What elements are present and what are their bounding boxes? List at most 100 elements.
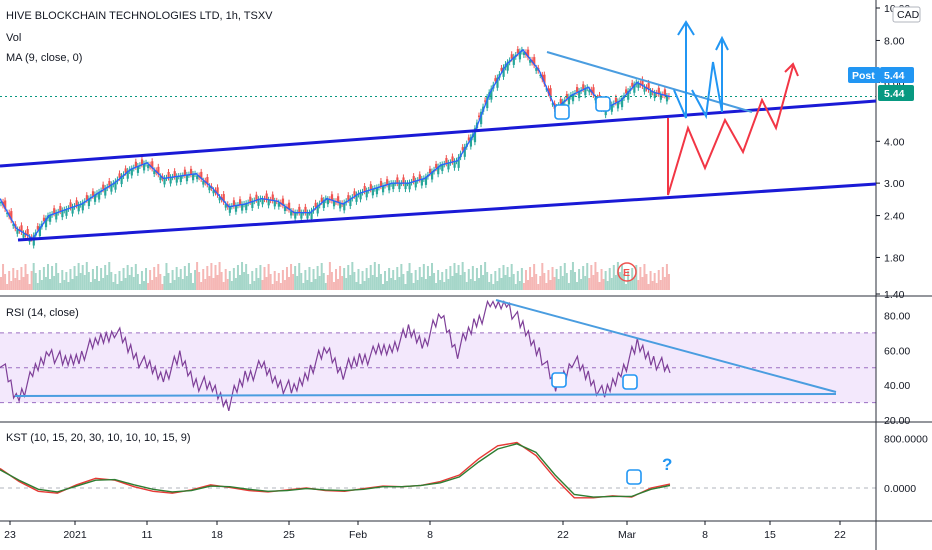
volume-bar (281, 270, 284, 290)
currency-badge[interactable] (892, 6, 921, 23)
volume-bar (388, 268, 391, 290)
candle (228, 206, 231, 213)
candle (578, 91, 581, 99)
volume-bar (337, 279, 340, 290)
candle (418, 174, 421, 180)
volume-bar (428, 276, 431, 290)
candle (208, 186, 211, 191)
candle (81, 202, 84, 211)
volume-bar (369, 265, 372, 290)
volume-bar (447, 279, 450, 290)
y-tick-label: 3.00 (884, 178, 905, 190)
volume-bar (518, 281, 521, 290)
volume-bar (177, 277, 180, 290)
candle (159, 176, 162, 181)
candle (653, 92, 656, 99)
volume-bar (145, 268, 148, 290)
candle (326, 199, 330, 205)
volume-bar (559, 266, 562, 290)
volume-bar (112, 282, 115, 290)
volume-bar (563, 263, 566, 290)
x-tick-label: 15 (764, 529, 776, 541)
volume-bar (71, 279, 74, 290)
candle (620, 97, 624, 108)
volume-bar (441, 272, 444, 290)
volume-bar (635, 265, 638, 290)
volume-bar (665, 264, 668, 290)
candle (310, 210, 313, 220)
candle (12, 224, 15, 226)
candle (347, 195, 350, 200)
candle (102, 184, 105, 190)
volume-bar (361, 271, 364, 290)
candle (255, 194, 258, 200)
volume-bar (406, 271, 409, 290)
volume-bar (110, 272, 113, 290)
volume-bar (384, 271, 387, 290)
volume-bar (32, 263, 35, 290)
volume-bar (149, 270, 152, 290)
volume-bar (255, 268, 258, 290)
volume-bar (298, 263, 301, 290)
volume-bar (302, 283, 305, 290)
volume-bar (98, 281, 101, 290)
volume-bar (241, 262, 244, 290)
candle (402, 177, 405, 184)
volume-bar (300, 273, 303, 290)
volume-bar (443, 282, 446, 290)
volume-bar (53, 276, 56, 290)
volume-bar (306, 280, 309, 290)
volume-bar (138, 284, 141, 290)
volume-bar (390, 278, 393, 290)
volume-bar (175, 267, 178, 290)
candle (535, 67, 538, 71)
volume-bar (549, 280, 552, 290)
volume-bar (498, 268, 501, 290)
volume-bar (124, 278, 127, 290)
volume-bar (261, 280, 264, 290)
candle (529, 59, 532, 63)
volume-bar (461, 262, 464, 290)
volume-bar (377, 264, 380, 290)
candle (157, 166, 160, 175)
volume-bar (46, 264, 49, 290)
volume-bar (36, 283, 39, 290)
volume-bar (455, 273, 458, 290)
candle (339, 203, 342, 209)
candle (663, 89, 667, 96)
volume-bar (183, 266, 186, 290)
currency-text: CAD (897, 9, 920, 21)
volume-bar (185, 276, 188, 290)
candle (363, 186, 366, 192)
volume-bar (471, 266, 474, 290)
volume-bar (533, 264, 536, 290)
candle (126, 170, 129, 179)
volume-bar (616, 262, 619, 290)
volume-bar (661, 267, 664, 290)
earnings-badge[interactable] (617, 262, 637, 282)
x-tick-label: 2021 (63, 529, 87, 541)
volume-bar (79, 273, 82, 290)
volume-bar (649, 271, 652, 290)
volume-bar (151, 280, 154, 290)
volume-bar (304, 270, 307, 290)
volume-bar (134, 264, 137, 290)
volume-bar (324, 283, 327, 290)
volume-bar (12, 268, 15, 290)
volume-bar (330, 272, 333, 290)
volume-bar (465, 282, 468, 290)
candle (290, 211, 293, 216)
volume-bar (173, 280, 176, 290)
candle (633, 84, 636, 93)
volume-bar (506, 267, 509, 290)
earnings-label: E (623, 267, 630, 279)
volume-bar (277, 273, 280, 290)
thumb-marker-icon (626, 469, 642, 485)
volume-bar (214, 265, 217, 290)
volume-bar (0, 277, 2, 290)
candle (151, 161, 154, 169)
forecast-blue-arrowhead (677, 20, 695, 36)
candle (163, 178, 166, 185)
candle (38, 226, 42, 237)
volume-bar (38, 270, 41, 290)
